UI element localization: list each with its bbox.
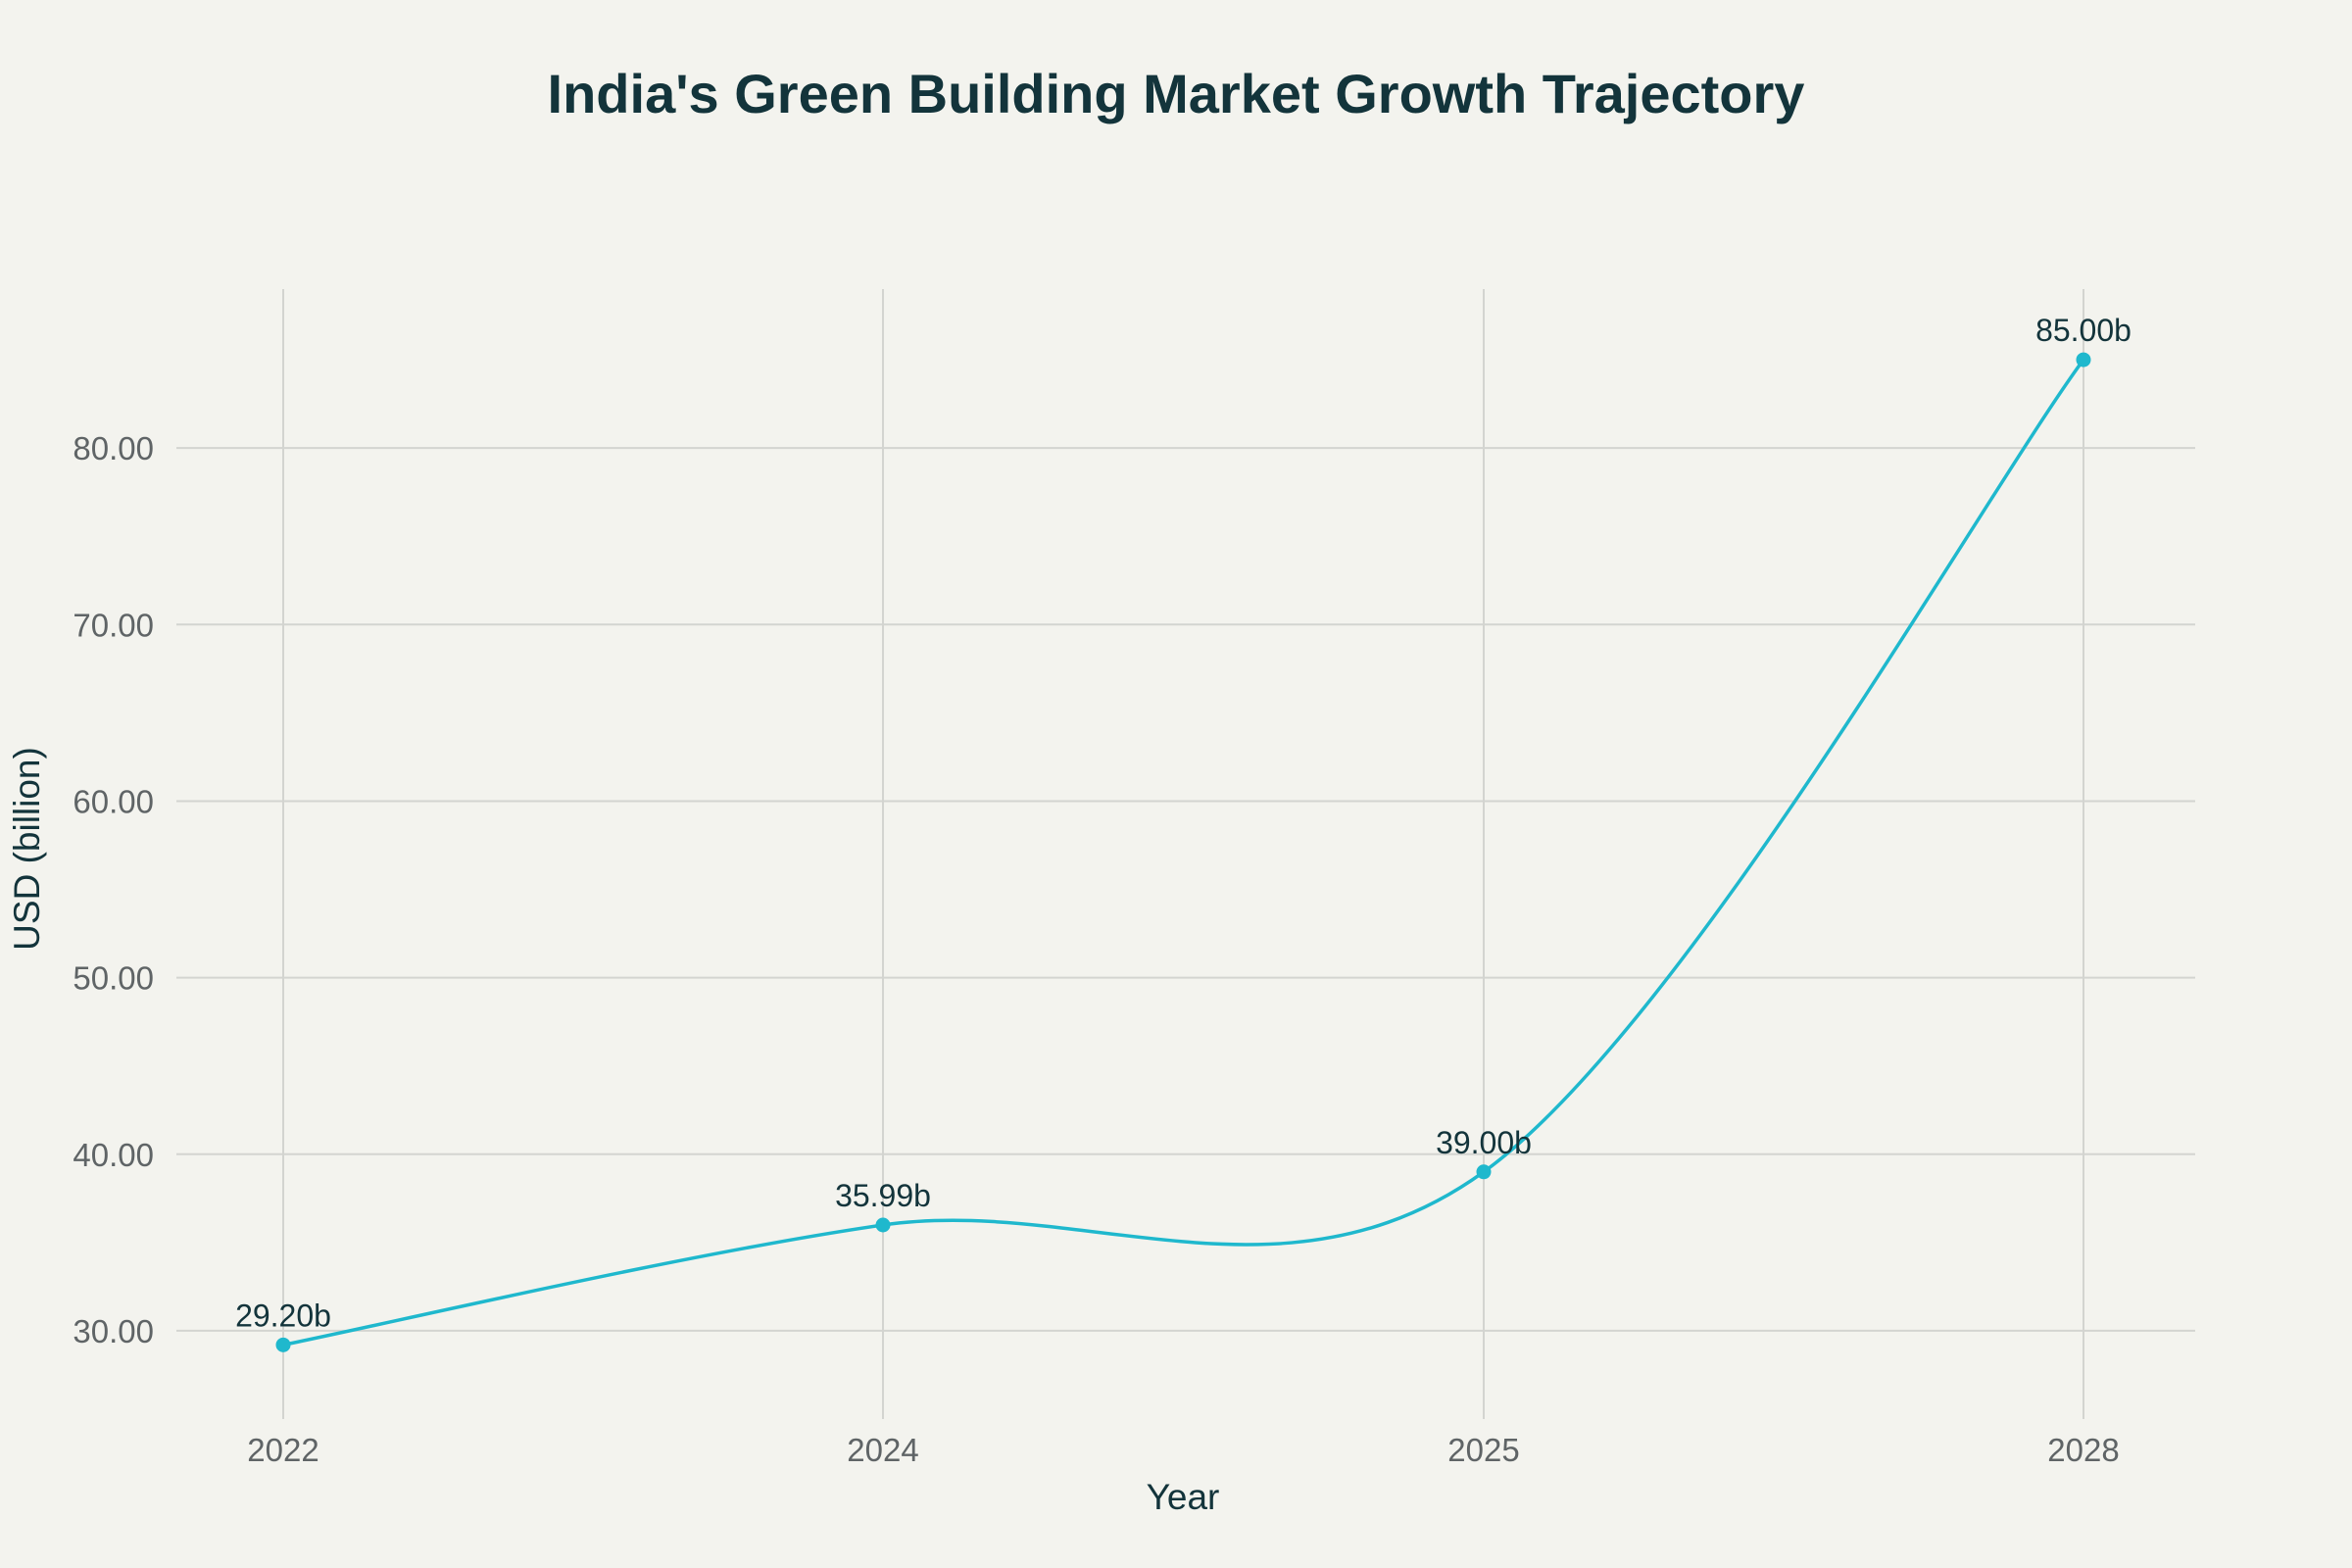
series-line [281, 358, 2085, 1348]
data-point[interactable] [275, 1337, 291, 1352]
y-tick-label: 40.00 [73, 1137, 154, 1173]
data-point[interactable] [875, 1217, 891, 1233]
data-labels: 29.20b 35.99b 39.00b 85.00b [235, 313, 2132, 1333]
data-label: 35.99b [835, 1178, 931, 1213]
data-point[interactable] [1476, 1164, 1492, 1180]
grid-layer [176, 289, 2195, 1419]
y-tick-label: 30.00 [73, 1313, 154, 1349]
x-tick-label: 2028 [2047, 1432, 2119, 1468]
x-axis-ticks: 2022 2024 2025 2028 [247, 1432, 2119, 1468]
y-tick-label: 70.00 [73, 607, 154, 643]
x-tick-label: 2024 [847, 1432, 918, 1468]
data-label: 39.00b [1436, 1125, 1532, 1160]
y-axis-title: USD (billion) [7, 747, 47, 951]
data-label: 85.00b [2035, 313, 2132, 348]
y-tick-label: 50.00 [73, 960, 154, 997]
x-tick-label: 2025 [1447, 1432, 1519, 1468]
series-layer [275, 352, 2091, 1352]
data-point[interactable] [2076, 352, 2091, 368]
y-axis-ticks: 30.00 40.00 50.00 60.00 70.00 80.00 [73, 430, 154, 1349]
x-tick-label: 2022 [247, 1432, 318, 1468]
y-tick-label: 60.00 [73, 783, 154, 819]
x-axis-title: Year [1147, 1477, 1220, 1517]
y-tick-label: 80.00 [73, 430, 154, 466]
data-label: 29.20b [235, 1298, 331, 1333]
chart-title: India's Green Building Market Growth Tra… [548, 63, 1805, 124]
